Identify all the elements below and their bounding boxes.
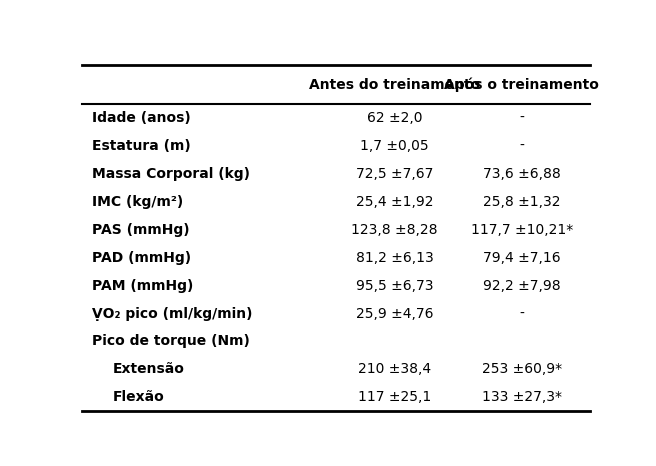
Text: 95,5 ±6,73: 95,5 ±6,73 bbox=[356, 279, 434, 293]
Text: IMC (kg/m²): IMC (kg/m²) bbox=[92, 195, 184, 209]
Text: 79,4 ±7,16: 79,4 ±7,16 bbox=[483, 251, 561, 265]
Text: 72,5 ±7,67: 72,5 ±7,67 bbox=[356, 167, 434, 181]
Text: 73,6 ±6,88: 73,6 ±6,88 bbox=[483, 167, 561, 181]
Text: 1,7 ±0,05: 1,7 ±0,05 bbox=[360, 139, 429, 153]
Text: 133 ±27,3*: 133 ±27,3* bbox=[482, 390, 562, 404]
Text: Idade (anos): Idade (anos) bbox=[92, 111, 191, 125]
Text: PAD (mmHg): PAD (mmHg) bbox=[92, 251, 192, 265]
Text: Massa Corporal (kg): Massa Corporal (kg) bbox=[92, 167, 250, 181]
Text: 117 ±25,1: 117 ±25,1 bbox=[358, 390, 431, 404]
Text: -: - bbox=[520, 111, 524, 125]
Text: 92,2 ±7,98: 92,2 ±7,98 bbox=[483, 279, 561, 293]
Text: Antes do treinamento: Antes do treinamento bbox=[309, 78, 480, 92]
Text: Estatura (m): Estatura (m) bbox=[92, 139, 191, 153]
Text: 117,7 ±10,21*: 117,7 ±10,21* bbox=[470, 223, 573, 237]
Text: 123,8 ±8,28: 123,8 ±8,28 bbox=[352, 223, 438, 237]
Text: -: - bbox=[520, 139, 524, 153]
Text: 62 ±2,0: 62 ±2,0 bbox=[367, 111, 422, 125]
Text: Extensão: Extensão bbox=[113, 363, 184, 377]
Text: 25,8 ±1,32: 25,8 ±1,32 bbox=[483, 195, 560, 209]
Text: 81,2 ±6,13: 81,2 ±6,13 bbox=[356, 251, 434, 265]
Text: PAS (mmHg): PAS (mmHg) bbox=[92, 223, 190, 237]
Text: Após o treinamento: Após o treinamento bbox=[444, 77, 599, 92]
Text: 210 ±38,4: 210 ±38,4 bbox=[358, 363, 431, 377]
Text: 25,4 ±1,92: 25,4 ±1,92 bbox=[356, 195, 434, 209]
Text: 253 ±60,9*: 253 ±60,9* bbox=[482, 363, 562, 377]
Text: PAM (mmHg): PAM (mmHg) bbox=[92, 279, 194, 293]
Text: Pico de torque (Nm): Pico de torque (Nm) bbox=[92, 335, 250, 349]
Text: -: - bbox=[520, 307, 524, 321]
Text: Flexão: Flexão bbox=[113, 390, 164, 404]
Text: ṾO₂ pico (ml/kg/min): ṾO₂ pico (ml/kg/min) bbox=[92, 307, 253, 321]
Text: 25,9 ±4,76: 25,9 ±4,76 bbox=[356, 307, 434, 321]
